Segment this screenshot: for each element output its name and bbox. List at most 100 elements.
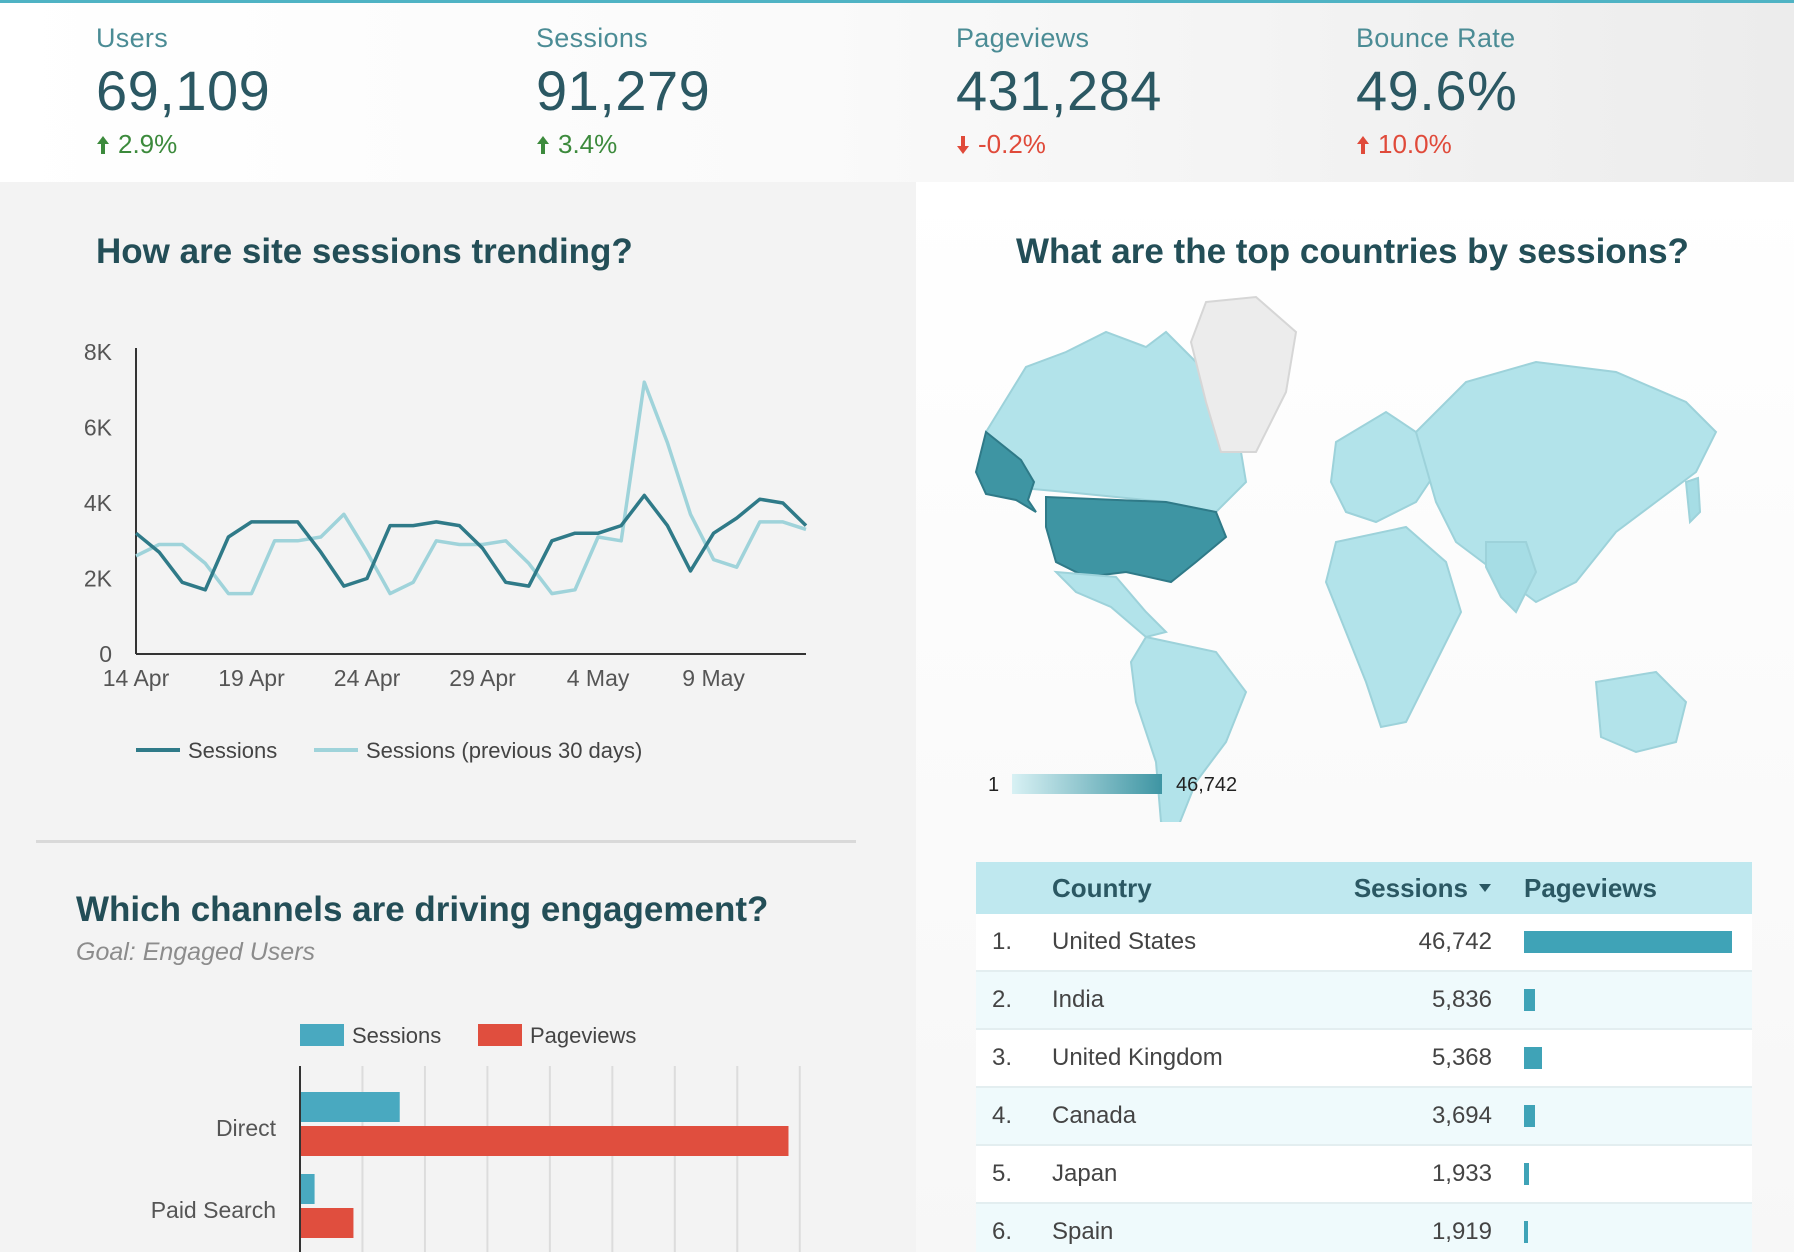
x-tick-label: 29 Apr [449,665,516,691]
y-tick-label: 6K [84,415,113,441]
kpi-label: Sessions [536,23,648,53]
row-country: Spain [1052,1218,1114,1245]
kpi-sessions[interactable]: Sessions 91,279 3.4% [536,23,710,160]
table-row[interactable]: 3. United Kingdom 5,368 [976,1030,1752,1088]
category-label: Direct [216,1115,277,1141]
header-pageviews[interactable]: Pageviews [1524,872,1657,903]
table-body: 1. United States 46,742 2. India 5,836 3. Unite… [976,914,1752,1252]
kpi-pageviews[interactable]: Pageviews 431,284 -0.2% [956,23,1162,160]
row-index: 2. [992,986,1013,1013]
kpi-value: 69,109 [96,59,271,122]
table-row[interactable]: 2. India 5,836 [976,972,1752,1030]
row-sessions: 46,742 [1418,928,1492,955]
map-region-australia[interactable] [1594,670,1688,754]
map-legend-gradient [1012,774,1162,794]
map-region-india[interactable] [1485,541,1538,614]
bar-sessions-paid-search[interactable] [301,1174,315,1204]
x-tick-label: 19 Apr [218,665,285,691]
row-pageviews [1492,1047,1752,1069]
world-geo-map[interactable]: 1 46,742 [916,182,1794,822]
kpi-strip: Users 69,109 2.9% Sessions 91,279 3.4% P… [0,0,1794,182]
map-region-asia[interactable] [1414,360,1718,604]
country-table: Country Sessions Pageviews 1. United Stat… [976,862,1752,1252]
kpi-delta: 10.0% [1356,129,1517,160]
map-region-usa[interactable] [1045,495,1228,584]
sessions-trend-title: How are site sessions trending? [96,232,633,271]
legend-label: Sessions [188,738,277,763]
row-country: United Kingdom [1052,1044,1223,1071]
left-panel: How are site sessions trending? 0 2K 4K 6K 8… [0,182,916,1252]
row-country: India [1052,986,1105,1013]
row-sessions: 5,836 [1431,986,1492,1013]
y-tick-label: 0 [99,641,112,667]
arrow-up-icon [97,135,109,154]
bar-pageviews-direct[interactable] [301,1126,789,1156]
row-index: 1. [992,928,1013,955]
row-index: 6. [992,1218,1013,1245]
row-sessions: 5,368 [1431,1044,1492,1071]
row-index: 4. [992,1102,1013,1129]
kpi-delta: -0.2% [956,129,1162,160]
channels-title: Which channels are driving engagement? [76,890,769,929]
kpi-delta: 3.4% [536,129,710,160]
category-label: Paid Search [151,1197,276,1223]
series-line-sessions-previous-30-days-[interactable] [135,380,807,596]
table-row[interactable]: 1. United States 46,742 [976,914,1752,972]
table-row[interactable]: 5. Japan 1,933 [976,1146,1752,1204]
kpi-label: Bounce Rate [1356,23,1516,53]
x-tick-label: 24 Apr [334,665,401,691]
legend-swatch [478,1024,522,1046]
legend-label: Sessions (previous 30 days) [366,738,642,763]
table-row[interactable]: 4. Canada 3,694 [976,1088,1752,1146]
row-sessions: 3,694 [1431,1102,1492,1129]
table-header: Country Sessions Pageviews [976,862,1752,914]
bar-pageviews-paid-search[interactable] [301,1208,354,1238]
kpi-value: 91,279 [536,59,711,122]
header-sessions-label: Sessions [1353,872,1468,903]
header-sessions[interactable]: Sessions [1342,873,1492,904]
map-region-greenland[interactable] [1189,295,1298,453]
arrow-down-icon [957,135,969,154]
sessions-line-chart[interactable]: 0 2K 4K 6K 8K 14 Apr 19 Apr 24 Apr 29 Apr 4 May 9 … [0,182,916,822]
series-line-sessions[interactable] [134,493,808,592]
row-index: 3. [992,1044,1013,1071]
kpi-delta-value: 3.4% [558,129,618,159]
row-sessions: 1,933 [1431,1160,1492,1187]
row-country: Canada [1052,1102,1137,1129]
y-tick-label: 8K [84,339,113,365]
x-tick-label: 9 May [682,665,745,691]
map-region-europe[interactable] [1329,410,1438,524]
y-tick-label: 2K [84,566,113,592]
row-pageviews [1492,931,1752,953]
header-country[interactable]: Country [1052,872,1152,903]
map-region-japan[interactable] [1684,476,1702,525]
row-country: Japan [1052,1160,1118,1187]
legend-swatch [300,1024,344,1046]
row-pageviews [1492,1221,1752,1243]
arrow-up-icon [537,135,549,154]
pageviews-bar [1524,931,1732,953]
table-row[interactable]: 6. Spain 1,919 [976,1204,1752,1252]
channels-bar-chart[interactable]: Sessions Pageviews Direct Paid Search [0,182,916,1252]
kpi-delta-value: 2.9% [118,129,178,159]
kpi-label: Users [96,23,169,53]
arrow-up-icon [1357,135,1369,154]
kpi-value: 49.6% [1356,59,1518,122]
legend-label: Sessions [352,1023,441,1048]
row-pageviews [1492,989,1752,1011]
kpi-label: Pageviews [956,23,1090,53]
kpi-users[interactable]: Users 69,109 2.9% [96,23,270,160]
bar-sessions-direct[interactable] [301,1092,400,1122]
sort-descending-icon[interactable] [1478,883,1492,893]
x-tick-label: 14 Apr [103,665,170,691]
map-region-alaska[interactable] [974,430,1037,513]
row-index: 5. [992,1160,1013,1187]
kpi-delta-value: 10.0% [1378,129,1452,159]
row-pageviews [1492,1163,1752,1185]
kpi-value: 431,284 [956,59,1162,122]
map-region-central-america[interactable] [1053,570,1168,639]
kpi-bounce-rate[interactable]: Bounce Rate 49.6% 10.0% [1356,23,1517,160]
map-region-africa[interactable] [1324,525,1463,729]
pageviews-bar [1524,1163,1529,1185]
